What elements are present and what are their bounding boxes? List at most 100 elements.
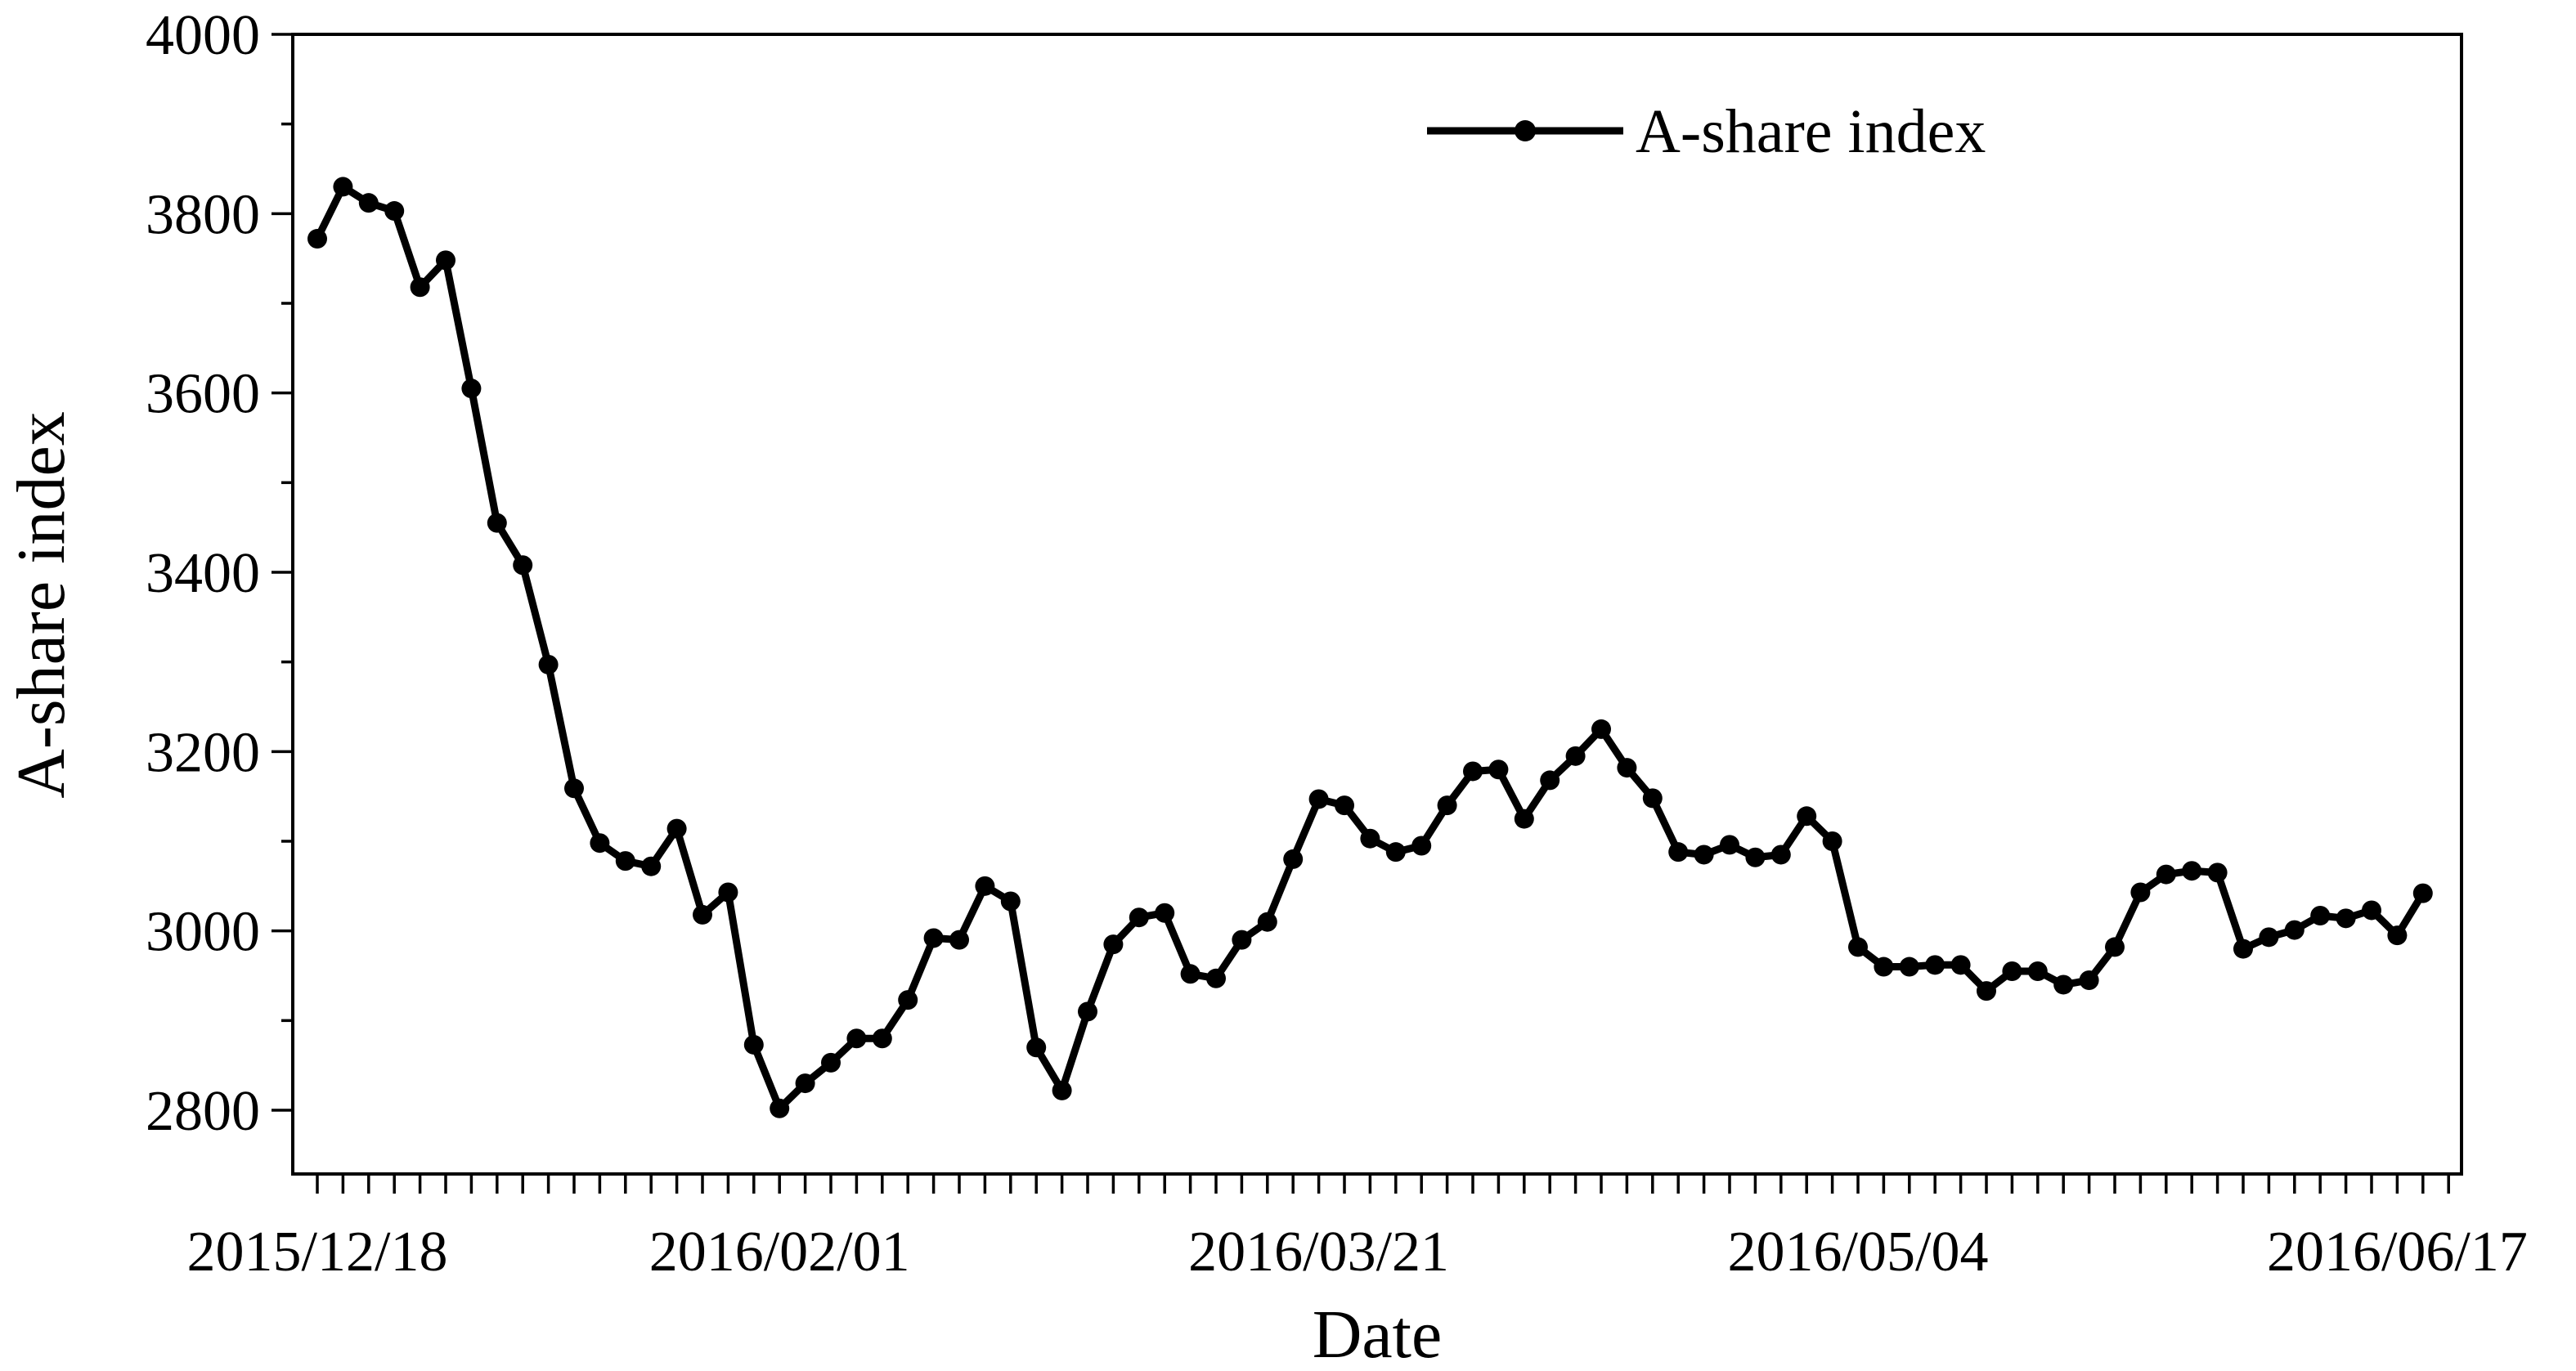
- data-point: [1977, 981, 1996, 1001]
- data-point: [436, 250, 456, 271]
- data-point: [2079, 970, 2099, 990]
- y-axis-title: A-share index: [3, 411, 79, 798]
- y-tick-label: 3200: [146, 721, 260, 784]
- y-tick-label: 3400: [146, 542, 260, 605]
- data-point: [358, 193, 379, 213]
- data-point: [1463, 761, 1483, 782]
- y-axis-ticks: [272, 33, 293, 1112]
- data-point: [1257, 912, 1277, 932]
- data-point: [2156, 864, 2176, 885]
- data-point: [1591, 719, 1611, 739]
- data-point: [1874, 957, 1894, 977]
- data-point: [2387, 925, 2408, 946]
- data-point: [1232, 930, 1252, 950]
- data-point: [2130, 882, 2151, 903]
- data-point: [1514, 809, 1534, 829]
- data-point: [1848, 937, 1868, 957]
- data-point: [410, 277, 430, 298]
- data-point: [615, 851, 635, 871]
- data-point: [718, 882, 738, 903]
- legend-label-a-share-index: A-share index: [1636, 97, 1986, 166]
- data-point: [1129, 907, 1149, 928]
- data-point: [2207, 862, 2228, 883]
- data-point: [1103, 934, 1124, 955]
- data-point: [1308, 789, 1329, 809]
- data-point: [2259, 927, 2279, 948]
- data-point: [923, 928, 944, 948]
- data-point: [2105, 937, 2125, 957]
- data-point: [2336, 908, 2356, 929]
- series-line-a-share-index: [313, 182, 2426, 1113]
- data-point: [2233, 939, 2253, 959]
- x-tick-label: 2016/06/17: [2267, 1221, 2528, 1284]
- x-axis-title: Date: [1313, 1297, 1443, 1371]
- data-point: [461, 379, 482, 399]
- data-point: [2027, 961, 2048, 982]
- data-point: [641, 856, 662, 876]
- data-point: [2182, 861, 2202, 881]
- data-point: [1797, 806, 1817, 827]
- data-point: [770, 1098, 790, 1118]
- x-axis-tick-labels: 2015/12/18 2016/02/01 2016/03/21 2016/05/04…: [187, 1221, 2528, 1284]
- x-axis-ticks: [316, 1174, 2450, 1194]
- data-point: [949, 930, 969, 950]
- x-tick-label: 2016/03/21: [1188, 1221, 1449, 1284]
- plot-frame: [291, 33, 2463, 1176]
- data-point: [1540, 770, 1560, 791]
- data-point: [821, 1052, 841, 1073]
- x-tick-label: 2016/05/04: [1728, 1221, 1989, 1284]
- data-point: [898, 990, 918, 1010]
- y-tick-label: 3600: [146, 363, 260, 426]
- data-point: [872, 1028, 892, 1049]
- data-point: [1000, 891, 1021, 912]
- data-point: [2412, 883, 2433, 903]
- data-point: [1078, 1001, 1097, 1022]
- x-tick-label: 2016/02/01: [649, 1221, 910, 1284]
- data-points: [307, 177, 2433, 1118]
- data-point: [1335, 795, 1354, 816]
- data-point: [1488, 759, 1509, 780]
- data-point: [1026, 1037, 1047, 1058]
- data-point: [1283, 849, 1304, 869]
- legend-marker: [1515, 120, 1536, 141]
- data-point: [1770, 845, 1791, 865]
- data-point: [2053, 974, 2074, 995]
- data-point: [1899, 957, 1919, 977]
- data-point: [1950, 955, 1971, 975]
- data-point: [590, 833, 610, 854]
- data-point: [1437, 795, 1457, 816]
- data-point: [1052, 1080, 1072, 1100]
- data-point: [384, 201, 405, 222]
- data-point: [487, 513, 507, 533]
- data-point: [1411, 836, 1432, 856]
- data-point: [333, 177, 353, 197]
- data-point: [1745, 847, 1766, 867]
- data-point: [1206, 968, 1226, 988]
- data-point: [564, 778, 584, 799]
- data-point: [1925, 955, 1945, 975]
- y-axis-tick-labels: 2800 3000 3200 3400 3600 3800 4000: [146, 4, 260, 1143]
- data-point: [1694, 845, 1714, 865]
- data-point: [846, 1028, 867, 1049]
- y-tick-label: 4000: [146, 4, 260, 67]
- y-tick-label: 2800: [146, 1080, 260, 1143]
- data-point: [1180, 964, 1200, 984]
- y-tick-label: 3000: [146, 901, 260, 964]
- legend: A-share index: [1427, 97, 1986, 166]
- data-point: [2310, 906, 2331, 926]
- x-tick-label: 2015/12/18: [187, 1221, 448, 1284]
- data-point: [1385, 842, 1406, 862]
- data-point: [2002, 961, 2022, 982]
- data-point: [513, 555, 533, 576]
- data-point: [1642, 788, 1663, 809]
- data-point: [795, 1073, 815, 1094]
- data-point: [743, 1034, 764, 1055]
- data-point: [666, 818, 687, 839]
- data-point: [538, 654, 559, 674]
- data-point: [1155, 903, 1175, 923]
- y-tick-label: 3800: [146, 183, 260, 246]
- data-point: [1822, 831, 1842, 851]
- data-point: [1617, 758, 1637, 778]
- data-point: [1565, 746, 1586, 766]
